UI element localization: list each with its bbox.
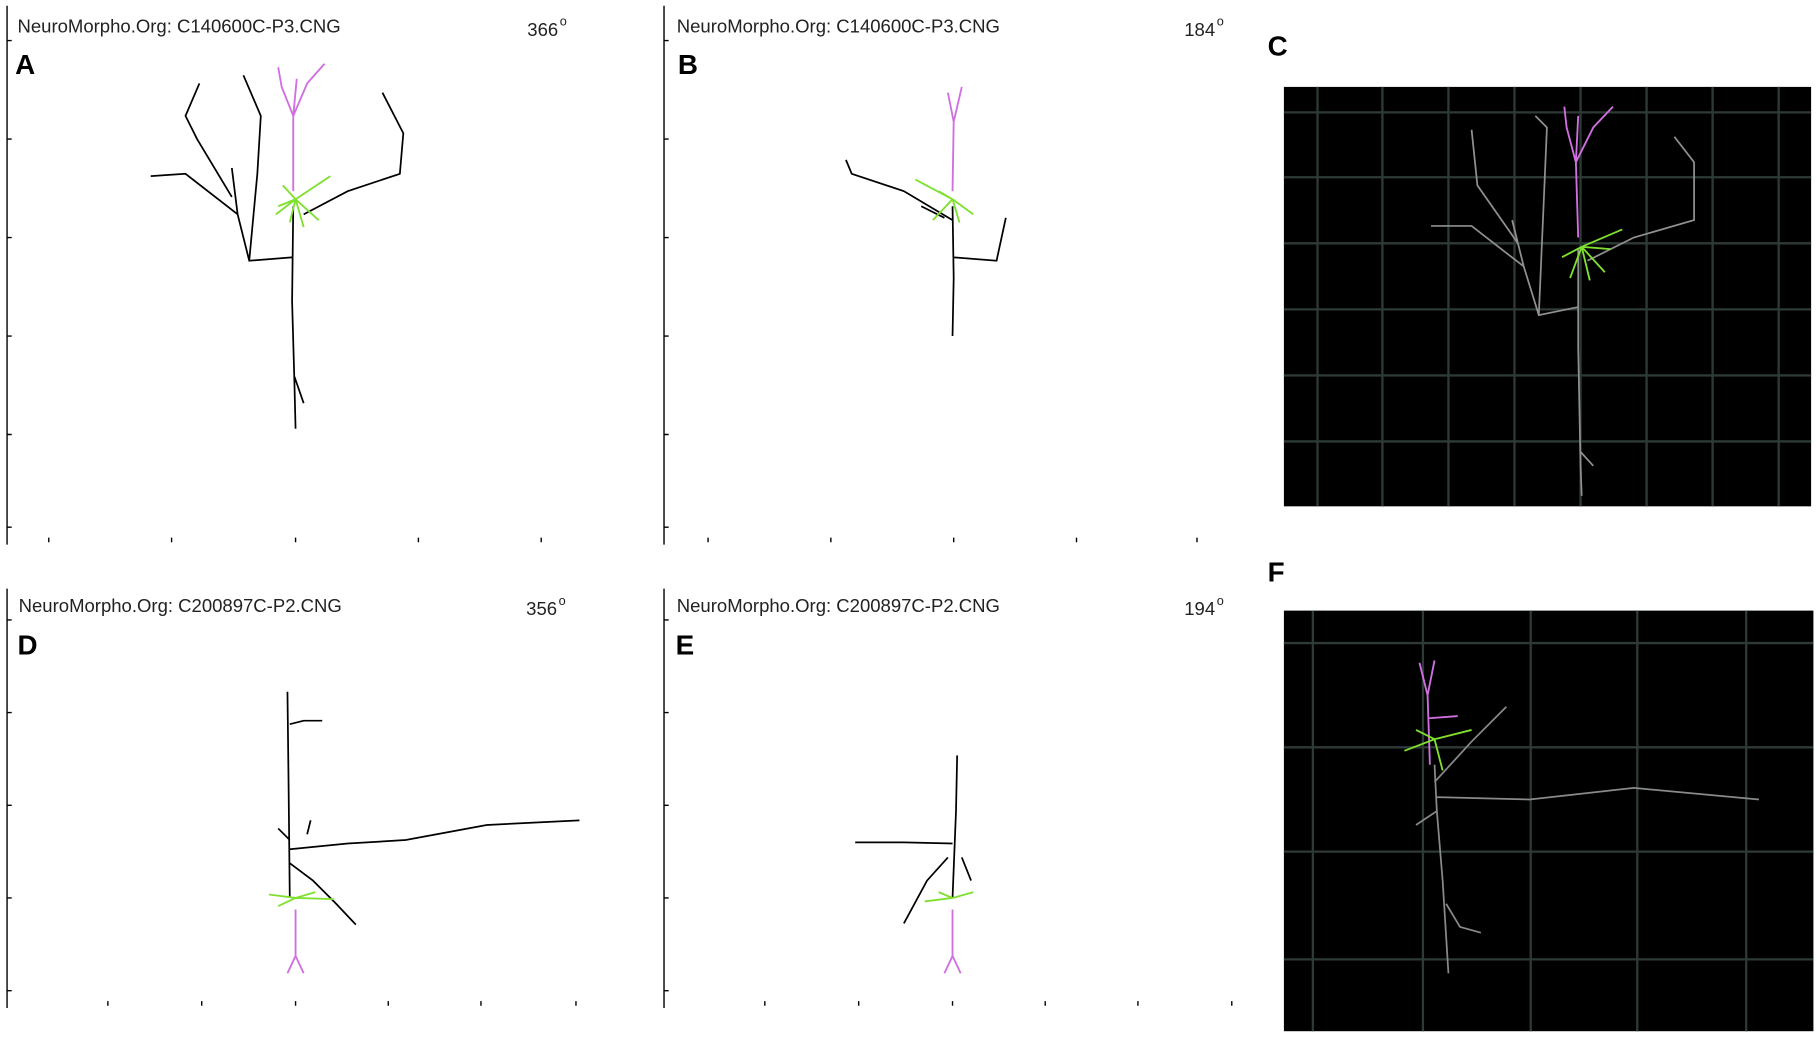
grid xyxy=(1283,610,1814,1032)
panel-letter: B xyxy=(678,49,698,80)
panel-title: NeuroMorpho.Org: C140600C-P3.CNG xyxy=(677,15,1000,36)
degree-sign: o xyxy=(1217,13,1224,28)
axis xyxy=(663,5,1198,545)
panel-title: NeuroMorpho.Org: C140600C-P3.CNG xyxy=(17,15,340,36)
panel-f: F xyxy=(1268,557,1814,1032)
panel-title: NeuroMorpho.Org: C200897C-P2.CNG xyxy=(677,595,1000,616)
panel-letter: D xyxy=(17,630,37,661)
panel-letter: E xyxy=(676,630,695,661)
degree-sign: o xyxy=(1217,593,1224,608)
neuron xyxy=(268,691,580,974)
grid xyxy=(1283,86,1812,507)
neuron xyxy=(855,755,974,974)
panel-letter: C xyxy=(1268,31,1288,62)
render-background xyxy=(1283,610,1814,1032)
panel-a: NeuroMorpho.Org: C140600C-P3.CNG 366 o A xyxy=(6,5,567,545)
panel-d: NeuroMorpho.Org: C200897C-P2.CNG 356 o D xyxy=(6,588,580,1009)
panel-e: NeuroMorpho.Org: C200897C-P2.CNG 194 o E xyxy=(663,588,1233,1009)
degree-sign: o xyxy=(559,593,566,608)
panel-letter: F xyxy=(1268,557,1285,588)
panel-title: NeuroMorpho.Org: C200897C-P2.CNG xyxy=(19,595,342,616)
neuron xyxy=(1404,660,1760,974)
neuron xyxy=(150,63,405,429)
axis xyxy=(6,588,577,1009)
rotation-angle: 184 xyxy=(1184,19,1215,40)
rotation-angle: 366 xyxy=(527,19,558,40)
rotation-angle: 194 xyxy=(1184,598,1215,619)
degree-sign: o xyxy=(560,13,567,28)
panel-c: C xyxy=(1268,31,1812,507)
render-background xyxy=(1283,86,1812,507)
axis xyxy=(6,5,542,545)
rotation-angle: 356 xyxy=(526,598,557,619)
panel-letter: A xyxy=(15,49,35,80)
neuron xyxy=(845,86,1007,337)
panel-b: NeuroMorpho.Org: C140600C-P3.CNG 184 o B xyxy=(663,5,1224,545)
axis xyxy=(663,588,1233,1009)
neuron xyxy=(1431,105,1695,496)
